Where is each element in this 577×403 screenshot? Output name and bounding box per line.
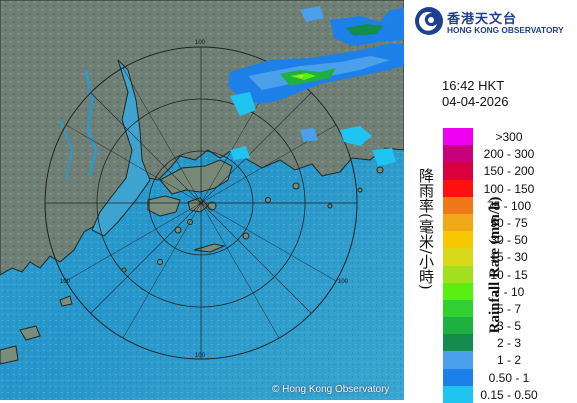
lantau-island (147, 195, 181, 217)
legend-row: 150 - 200 (443, 162, 571, 180)
ring-label-east: 100 (338, 279, 349, 285)
legend-swatch (443, 162, 473, 180)
legend-label: 0.15 - 0.50 (480, 387, 538, 402)
legend-row: 7 - 10 (443, 282, 571, 300)
legend-swatch (443, 145, 473, 163)
range-ring-labels: 100 100 100 100 (60, 40, 349, 359)
legend-label: 200 - 300 (483, 147, 535, 162)
legend-swatch (443, 351, 473, 369)
legend-label: 0.50 - 1 (488, 370, 530, 385)
legend-row: 0.50 - 1 (443, 368, 571, 386)
ring-label-south: 100 (195, 353, 206, 359)
legend-label: 10 - 15 (490, 267, 528, 282)
legend-row: 5 - 7 (443, 299, 571, 318)
legend-row: 200 - 300 (443, 145, 571, 163)
legend-swatch (443, 317, 473, 335)
legend-swatch (443, 128, 473, 146)
radar-date: 04-04-2026 (442, 94, 509, 109)
legend-label: 30 - 50 (490, 233, 528, 248)
legend-row: 75 - 100 (443, 196, 571, 214)
legend-swatch (443, 385, 473, 403)
legend-label: 50 - 75 (490, 215, 528, 230)
legend-swatch (443, 231, 473, 249)
radar-time: 16:42 HKT (442, 78, 505, 93)
legend-label: 5 - 7 (496, 301, 521, 316)
legend-label: 150 - 200 (483, 164, 535, 179)
hko-name-en: HONG KONG OBSERVATORY (447, 25, 564, 35)
legend-label: 3 - 5 (496, 319, 521, 334)
legend-row: 50 - 75 (443, 213, 571, 232)
legend-label: >300 (495, 130, 523, 144)
legend-row: 1 - 2 (443, 351, 571, 369)
ring-label-north: 100 (195, 40, 206, 46)
legend-swatch (443, 334, 473, 352)
legend-label: 75 - 100 (486, 198, 532, 213)
legend-label: 1 - 2 (496, 353, 521, 368)
hko-name-zh: 香港天文台 (447, 12, 518, 27)
legend-row: 10 - 15 (443, 265, 571, 283)
legend-swatch (443, 299, 473, 318)
legend-swatch (443, 179, 473, 197)
legend-title-zh: 降雨率(毫米/小時) (417, 168, 435, 290)
offshore-islands (0, 166, 384, 365)
legend-row: 100 - 150 (443, 179, 571, 197)
legend-swatch (443, 368, 473, 386)
radar-map[interactable]: 100 100 100 100 © Hong Kong Observatory (0, 0, 404, 400)
legend-row: >300 (443, 128, 571, 146)
legend-swatch (443, 282, 473, 300)
ring-label-west: 100 (60, 279, 71, 285)
legend-swatch (443, 196, 473, 214)
legend-row: 2 - 3 (443, 334, 571, 352)
radar-map-canvas: 100 100 100 100 (0, 0, 404, 400)
legend-row: 0.15 - 0.50 (443, 385, 571, 403)
legend-label: 15 - 30 (490, 250, 528, 265)
legend-label: 100 - 150 (483, 181, 535, 196)
legend-label: 7 - 10 (493, 284, 525, 299)
range-rings (44, 46, 358, 360)
hko-logo[interactable]: 香港天文台 HONG KONG OBSERVATORY (414, 6, 574, 38)
legend-row: 15 - 30 (443, 248, 571, 266)
hong-kong-territory (159, 159, 233, 195)
legend-row: 30 - 50 (443, 231, 571, 249)
legend-swatch (443, 265, 473, 283)
legend-swatch (443, 213, 473, 232)
hko-swirl-icon (415, 7, 443, 35)
legend-row: 3 - 5 (443, 317, 571, 335)
legend-label: 2 - 3 (496, 336, 521, 351)
rainfall-legend: >300 200 - 300 150 - 200 100 - 150 75 - 100 5… (443, 128, 571, 403)
legend-swatch (443, 248, 473, 266)
side-panel: 香港天文台 HONG KONG OBSERVATORY 16:42 HKT 04… (404, 0, 577, 403)
rain-echoes (228, 6, 404, 166)
copyright-text: © Hong Kong Observatory (272, 384, 390, 395)
